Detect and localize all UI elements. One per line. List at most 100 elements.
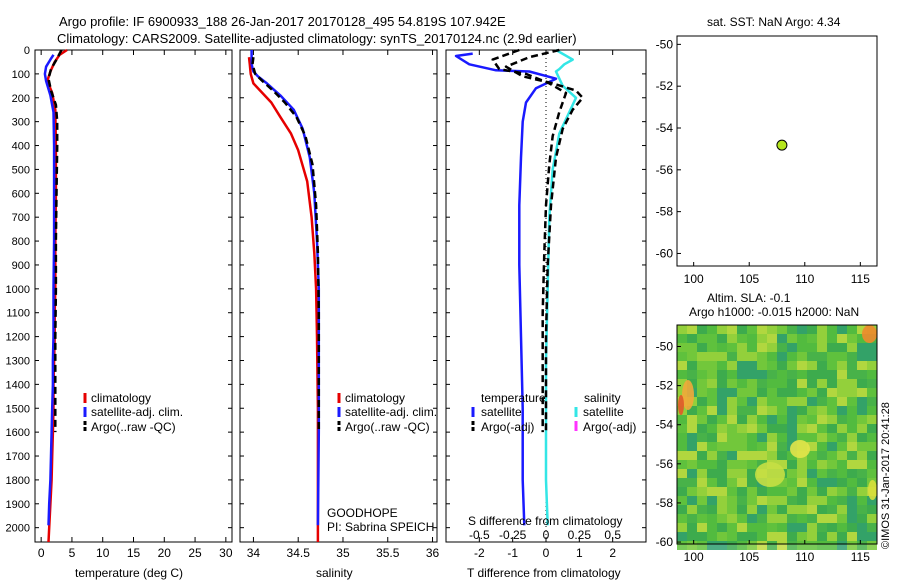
sla-cell	[737, 370, 747, 379]
sla-cell	[797, 325, 807, 334]
sla-cell	[697, 478, 707, 487]
top-tick-label: 0.5	[604, 528, 621, 542]
sla-cell	[717, 388, 727, 397]
sla-cell	[677, 460, 687, 469]
salinity-difference-axis: -0.5 -0.25 0 0.25 0.5	[469, 528, 621, 542]
sla-cell	[727, 505, 737, 514]
sla-cell	[767, 514, 777, 523]
series-line-salinity-argo-adj-	[504, 48, 584, 433]
sla-cell	[707, 343, 717, 352]
sla-cell	[787, 388, 797, 397]
difference-legend: temperature salinity satellite Argo(-adj…	[471, 391, 636, 434]
y-tick-label: 700	[12, 212, 30, 224]
sla-cell	[807, 397, 817, 406]
sla-cell	[777, 343, 787, 352]
sla-cell	[807, 361, 817, 370]
salinity-panel: 34 34.5 35 35.5 36 salinity climatology sate…	[239, 49, 440, 580]
sla-cell	[797, 397, 807, 406]
sla-cell	[677, 343, 687, 352]
sla-cell	[847, 478, 857, 487]
sla-cell	[817, 487, 827, 496]
sla-cell	[717, 532, 727, 541]
sla-cell	[697, 451, 707, 460]
sla-cell	[757, 361, 767, 370]
sla-cell	[677, 505, 687, 514]
sla-cell	[697, 442, 707, 451]
sla-cell	[857, 469, 867, 478]
sla-cell	[767, 505, 777, 514]
sst-map-title: sat. SST: NaN Argo: 4.34	[707, 15, 841, 29]
sla-cell	[717, 352, 727, 361]
sla-cell	[727, 379, 737, 388]
sla-cell	[837, 388, 847, 397]
sla-cell	[807, 469, 817, 478]
sla-cell	[757, 379, 767, 388]
sla-cell	[707, 451, 717, 460]
sla-cell	[727, 343, 737, 352]
x-tick-label: 105	[739, 550, 759, 564]
sla-cell	[687, 541, 697, 550]
sla-cell	[687, 343, 697, 352]
sla-cell	[837, 379, 847, 388]
sla-cell	[837, 397, 847, 406]
sla-cell	[837, 469, 847, 478]
sla-cell	[687, 424, 697, 433]
salinity-plot-frame	[239, 49, 438, 543]
y-tick-label: 100	[12, 69, 30, 81]
sla-cell	[807, 325, 817, 334]
x-tick-label: 0	[38, 546, 45, 560]
x-tick-label: 5	[69, 546, 76, 560]
sla-cell	[757, 343, 767, 352]
sla-cell	[807, 352, 817, 361]
sla-cell	[737, 541, 747, 550]
figure-title-line2: Climatology: CARS2009. Satellite-adjuste…	[57, 31, 577, 46]
y-tick-label: -58	[656, 205, 674, 219]
sla-cell	[727, 334, 737, 343]
sla-cell	[847, 388, 857, 397]
sla-cell	[757, 541, 767, 550]
sla-cell	[707, 397, 717, 406]
sla-cell	[847, 469, 857, 478]
sla-cell	[697, 505, 707, 514]
sla-cell	[857, 532, 867, 541]
y-tick-label: -60	[656, 246, 674, 260]
sla-cell	[857, 388, 867, 397]
sla-cell	[737, 334, 747, 343]
difference-panel: -2 -1 0 1 2 -0.5 -0.25 0 0.25 0.5 T difference f…	[445, 48, 647, 580]
sla-cell	[717, 334, 727, 343]
sla-cell	[677, 388, 687, 397]
sla-cell	[717, 487, 727, 496]
series-line-argo-raw-qc-	[47, 49, 63, 433]
sla-cell	[837, 523, 847, 532]
imos-timestamp-stamp: ©IMOS 31-Jan-2017 20:41:28	[880, 402, 892, 549]
sla-cell	[817, 451, 827, 460]
y-tick-label: -52	[656, 79, 674, 93]
difference-top-xlabel: S difference from climatology	[468, 514, 623, 528]
sla-cell	[777, 523, 787, 532]
sla-cell	[817, 388, 827, 397]
sla-cell	[727, 514, 737, 523]
sla-cell	[867, 406, 877, 415]
sla-cell	[787, 496, 797, 505]
sla-cell	[677, 433, 687, 442]
sla-cell	[827, 532, 837, 541]
series-line-temperature-satellite	[454, 52, 558, 526]
sla-cell	[727, 487, 737, 496]
sla-cell	[747, 361, 757, 370]
sla-cell	[727, 442, 737, 451]
sla-cell	[777, 352, 787, 361]
sla-cell	[737, 397, 747, 406]
sla-cell	[867, 442, 877, 451]
top-tick-label: 0	[543, 528, 550, 542]
sla-cell	[827, 343, 837, 352]
sla-cell	[777, 325, 787, 334]
sla-cell	[727, 541, 737, 550]
temperature-legend: climatology satellite-adj. clim. Argo(..…	[83, 391, 183, 434]
sla-cell	[867, 541, 877, 550]
y-tick-label: -60	[656, 535, 674, 549]
sla-cell	[797, 406, 807, 415]
sla-cell	[707, 469, 717, 478]
sla-cell	[707, 532, 717, 541]
x-tick-label: 110	[795, 550, 814, 564]
temperature-series	[35, 48, 232, 543]
